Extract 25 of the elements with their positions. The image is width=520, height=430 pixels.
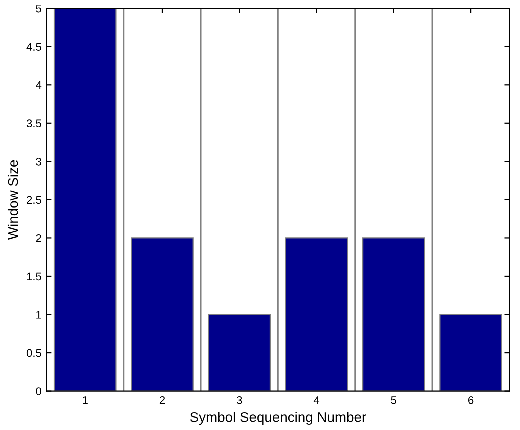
- bar: [362, 238, 426, 392]
- bar: [440, 314, 502, 392]
- bar: [131, 238, 194, 392]
- y-tick-label: 0: [36, 388, 42, 396]
- y-tick-label: 5: [36, 4, 42, 13]
- x-tick-label: 3: [236, 396, 242, 404]
- y-tick-label: 4.5: [26, 43, 42, 52]
- y-tick-label: 3.5: [26, 120, 42, 128]
- x-tick-label: 2: [160, 396, 166, 404]
- y-tick-label: 2: [36, 234, 42, 242]
- x-axis-title: Symbol Sequencing Number: [190, 412, 366, 426]
- y-axis-title: Window Size: [8, 160, 18, 240]
- x-tick-label: 5: [391, 396, 397, 404]
- y-tick-label: 4: [36, 82, 42, 90]
- x-tick-label: 1: [83, 396, 88, 404]
- y-tick-label: 3: [36, 158, 42, 166]
- bar: [54, 8, 117, 392]
- y-tick-label: 2.5: [27, 196, 42, 204]
- y-tick-label: 1: [36, 311, 42, 319]
- y-tick-label: 1.5: [27, 272, 42, 281]
- bar: [285, 238, 348, 392]
- x-tick-label: 6: [468, 396, 474, 404]
- y-tick-label: 0.5: [26, 349, 42, 358]
- x-tick-label: 4: [314, 396, 320, 404]
- bar: [208, 314, 272, 392]
